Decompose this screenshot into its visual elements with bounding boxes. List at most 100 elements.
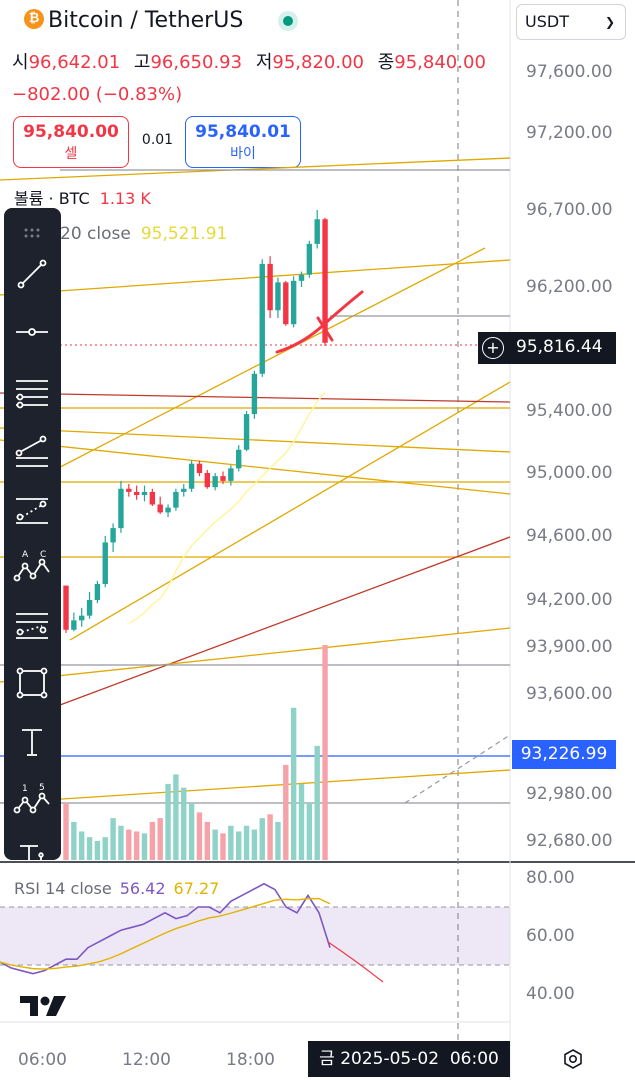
volume-bar [290,707,297,860]
volume-bar [236,831,242,860]
rsi-ma-line [0,897,331,970]
price-axis-label: 95,000.00 [526,463,613,483]
volume-bar [298,783,305,860]
buy-button[interactable]: 95,840.01 바이 [185,116,301,168]
candle [181,484,187,497]
low-value: 95,820.00 [272,52,364,73]
drawing-trendline[interactable] [59,536,511,706]
volume-legend-value: 1.13 K [99,189,151,208]
add-alert-plus-icon[interactable]: + [482,337,504,359]
volume-legend[interactable]: 볼륨 · BTC 1.13 K [14,185,151,209]
rsi-band [0,907,510,965]
candle [118,480,124,533]
candle [126,484,132,497]
volume-bar [79,831,85,860]
rectangle-icon[interactable] [12,663,52,703]
drawing-brush[interactable] [275,290,364,354]
volume-bar [157,818,163,860]
sell-button[interactable]: 95,840.00 셀 [13,116,129,168]
currency-select[interactable]: USDT ❯ [516,4,626,40]
ma-legend-label: 20 close [60,224,131,244]
drawing-trendline[interactable] [0,427,511,453]
candle [110,523,116,552]
price-axis-label: 93,900.00 [526,637,613,657]
time-axis-label: 18:00 [226,1050,275,1070]
high-value: 96,650.93 [150,52,243,73]
drawing-trendline[interactable] [0,259,511,296]
high-label: 고 [133,52,151,73]
svg-text:1: 1 [22,784,28,794]
drawing-trendline[interactable] [0,439,511,495]
candle [220,471,226,485]
drawing-trendline[interactable] [69,381,511,641]
candle [322,217,328,346]
candle [298,271,305,287]
volume-bar [173,774,179,860]
close-label: 종 [377,52,395,73]
volume-bar [165,783,171,860]
candle [165,504,171,518]
symbol-title[interactable]: Bitcoin / TetherUS [48,8,244,33]
svg-text:5: 5 [39,783,45,793]
horizontal-ray-icon[interactable] [12,312,52,352]
chart-settings-icon[interactable] [562,1048,584,1070]
candle [188,460,195,492]
price-axis-label: 97,200.00 [526,123,613,143]
candle [141,485,148,502]
fib-retracement-icon[interactable] [12,489,52,529]
volume-bar [259,818,265,860]
price-change: −802.00 (−0.83%) [12,84,183,105]
volume-bar [243,825,250,860]
buy-label: 바이 [230,146,256,162]
candle [196,460,203,477]
text-icon[interactable] [12,722,52,762]
candle [204,469,210,489]
price-axis-label: 95,400.00 [526,401,613,421]
candle [212,473,218,491]
drawing-trendline[interactable] [0,157,511,181]
open-value: 96,642.01 [28,52,121,73]
drawing-trendline[interactable] [0,627,511,683]
gann-fan-icon[interactable] [12,604,52,644]
crosshair-date-tag: 금 2025-05-02 06:00 [308,1041,510,1077]
parallel-channel-icon[interactable] [12,371,52,411]
marked-price-tag[interactable]: 93,226.99 [512,740,616,769]
rsi-legend[interactable]: RSI 14 close 56.42 67.27 [14,879,219,898]
trendline-icon[interactable] [12,254,52,294]
current-price-tag[interactable]: + 95,816.44 [478,332,616,364]
candle [251,370,258,419]
anchored-text-icon[interactable] [12,838,52,860]
ma20-line [128,391,326,625]
price-axis-label: 96,200.00 [526,277,613,297]
ohlc-legend: 시96,642.01 고96,650.93 저95,820.00 종95,840… [12,48,494,74]
candle [275,277,281,318]
current-price-value: 95,816.44 [516,337,603,357]
sell-label: 셀 [64,146,78,162]
ma-legend[interactable]: 20 close 95,521.91 [60,224,227,244]
volume-bar [126,829,132,860]
drawings[interactable] [0,157,511,804]
spread-value: 0.01 [141,132,174,148]
candle [79,607,85,627]
volume-bar [149,821,156,860]
candle [149,488,156,507]
volume-bar [71,821,77,860]
toolbar-drag-handle-icon[interactable] [12,214,52,238]
candle [290,276,297,328]
drawing-dashed-ray[interactable] [404,734,511,804]
crosshair-time: 06:00 [449,1049,499,1069]
market-open-status-icon [278,11,298,31]
volume-bar [251,829,258,860]
ma-legend-value: 95,521.91 [140,224,228,244]
pitchfork-icon[interactable] [12,430,52,470]
drawing-trendline[interactable] [0,769,511,804]
crosshair-date: 금 2025-05-02 [319,1049,440,1069]
volume-bar [141,833,148,860]
candle [94,580,101,604]
buy-price: 95,840.01 [195,122,291,142]
volume-bar [110,818,116,860]
